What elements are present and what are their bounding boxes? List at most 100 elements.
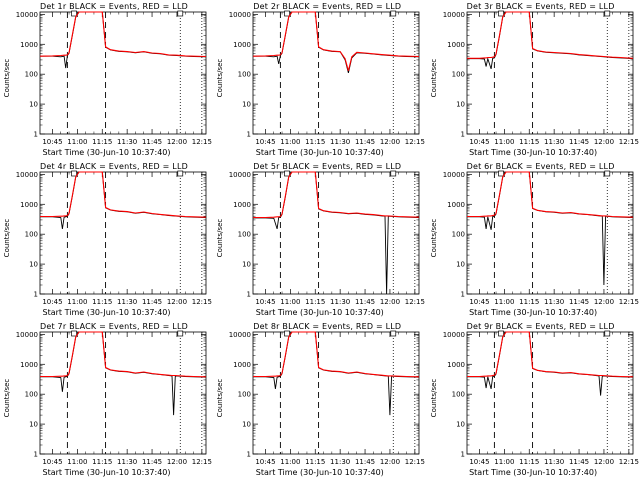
detector-panel-8: 1 10 100 1000 10000 10:45 11:00 11:15 11:30 11:45…: [213, 320, 426, 480]
y-tick-label: 100: [25, 231, 38, 239]
x-tick-label: 11:45: [569, 458, 589, 466]
x-tick-label: 11:30: [117, 138, 137, 146]
y-axis-label: Counts/sec: [216, 58, 225, 98]
x-tick-label: 12:15: [192, 298, 212, 306]
x-tick-label: 11:15: [92, 138, 112, 146]
x-tick-label: 11:30: [330, 458, 350, 466]
plot-frame: [252, 331, 420, 455]
x-tick-label: 11:00: [494, 298, 514, 306]
x-tick-label: 12:15: [618, 458, 638, 466]
x-tick-label: 12:15: [192, 458, 212, 466]
top-square-marker: [177, 330, 184, 337]
y-tick-label: 100: [451, 71, 464, 79]
y-tick-label: 10000: [442, 171, 464, 179]
plot-frame: [466, 11, 633, 135]
x-axis-label: Start Time (30-Jun-10 10:37:40): [255, 148, 384, 157]
panel-title: Det 4r BLACK = Events, RED = LLD: [40, 162, 188, 171]
y-tick-label: 10: [242, 261, 251, 269]
x-tick-label: 11:15: [519, 298, 539, 306]
x-tick-label: 11:15: [305, 138, 325, 146]
x-tick-label: 11:15: [519, 138, 539, 146]
y-tick-label: 1: [247, 131, 251, 139]
lld-series-line: [253, 331, 420, 378]
detector-panel-6: 1 10 100 1000 10000 10:45 11:00 11:15 11:30 11:45…: [427, 160, 640, 320]
top-square-marker: [71, 330, 77, 337]
events-series-line: [40, 331, 207, 416]
top-square-marker: [497, 10, 504, 17]
events-series-line: [40, 171, 207, 229]
y-tick-label: 1: [247, 291, 251, 299]
top-square-marker: [390, 170, 397, 177]
x-tick-label: 11:15: [305, 298, 325, 306]
plot-frame: [252, 11, 420, 135]
x-tick-label: 10:45: [256, 298, 276, 306]
x-tick-label: 12:00: [380, 138, 400, 146]
y-axis-label: Counts/sec: [216, 378, 225, 418]
x-tick-label: 11:15: [92, 298, 112, 306]
y-tick-label: 10000: [229, 171, 251, 179]
y-tick-label: 10000: [442, 11, 464, 19]
y-tick-label: 1: [34, 451, 38, 459]
x-tick-label: 12:15: [618, 138, 638, 146]
y-tick-label: 1: [460, 451, 464, 459]
panel-title: Det 8r BLACK = Events, RED = LLD: [253, 322, 402, 331]
panel-title: Det 7r BLACK = Events, RED = LLD: [40, 322, 188, 331]
x-tick-label: 11:45: [569, 298, 589, 306]
x-tick-label: 12:00: [167, 298, 187, 306]
x-tick-label: 10:45: [469, 458, 489, 466]
y-tick-label: 10: [29, 261, 38, 269]
x-tick-label: 12:15: [618, 298, 638, 306]
y-tick-label: 1: [460, 131, 464, 139]
top-square-marker: [604, 170, 610, 177]
events-series-line: [40, 11, 207, 69]
x-axis-label: Start Time (30-Jun-10 10:37:40): [42, 148, 171, 157]
x-axis-label: Start Time (30-Jun-10 10:37:40): [255, 468, 384, 477]
x-tick-label: 10:45: [42, 458, 62, 466]
x-tick-label: 12:00: [593, 138, 613, 146]
lld-series-line: [466, 331, 633, 378]
detector-panel-1: 1 10 100 1000 10000 10:45 11:00 11:15 11:30 11:45…: [0, 0, 213, 160]
top-square-marker: [497, 330, 504, 337]
events-series-line: [466, 171, 633, 286]
x-tick-label: 12:00: [593, 298, 613, 306]
panel-title: Det 5r BLACK = Events, RED = LLD: [253, 162, 402, 171]
y-tick-label: 10000: [442, 331, 464, 339]
x-tick-label: 11:45: [142, 298, 162, 306]
plot-frame: [466, 171, 633, 295]
y-axis-label: Counts/sec: [429, 58, 438, 98]
top-square-marker: [284, 330, 291, 337]
lld-series-line: [40, 171, 207, 218]
x-tick-label: 12:15: [405, 458, 425, 466]
top-square-marker: [390, 330, 397, 337]
detector-panel-2: 1 10 100 1000 10000 10:45 11:00 11:15 11:30 11:45…: [213, 0, 426, 160]
x-tick-label: 10:45: [469, 138, 489, 146]
y-axis-label: Counts/sec: [429, 378, 438, 418]
x-tick-label: 10:45: [42, 138, 62, 146]
y-tick-label: 10000: [16, 171, 38, 179]
panel-plot-svg: 1 10 100 1000 10000 10:45 11:00 11:15 11:30 11:45…: [229, 170, 425, 306]
y-tick-label: 10: [242, 101, 251, 109]
x-tick-label: 12:00: [380, 458, 400, 466]
y-tick-label: 100: [25, 71, 38, 79]
panel-plot-svg: 1 10 100 1000 10000 10:45 11:00 11:15 11:30 11:45…: [16, 170, 212, 306]
x-tick-label: 11:45: [142, 138, 162, 146]
top-square-marker: [604, 10, 610, 17]
top-square-marker: [604, 330, 610, 337]
y-tick-label: 1: [247, 451, 251, 459]
y-tick-label: 10000: [229, 11, 251, 19]
x-tick-label: 12:15: [405, 298, 425, 306]
y-tick-label: 100: [451, 231, 464, 239]
x-axis-label: Start Time (30-Jun-10 10:37:40): [469, 468, 598, 477]
y-tick-label: 10: [29, 101, 38, 109]
x-tick-label: 11:00: [494, 458, 514, 466]
panel-title: Det 6r BLACK = Events, RED = LLD: [466, 162, 615, 171]
lld-series-line: [253, 11, 420, 71]
y-axis-label: Counts/sec: [3, 378, 11, 418]
events-series-line: [466, 11, 633, 70]
x-tick-label: 11:30: [544, 138, 564, 146]
y-tick-label: 1000: [447, 361, 465, 369]
panel-plot-svg: 1 10 100 1000 10000 10:45 11:00 11:15 11:30 11:45…: [442, 10, 639, 146]
plot-frame: [466, 331, 633, 455]
y-tick-label: 1000: [20, 41, 38, 49]
x-tick-label: 11:45: [142, 458, 162, 466]
